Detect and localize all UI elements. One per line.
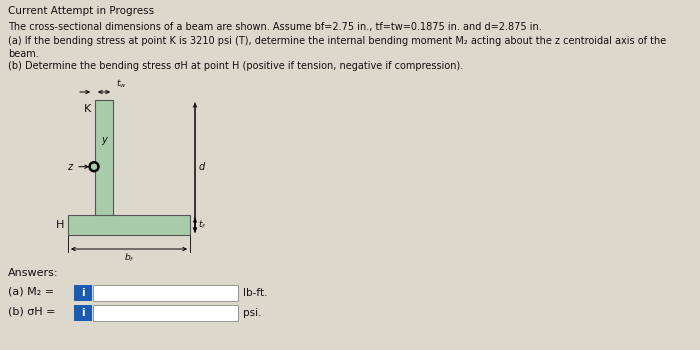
Text: $b_f$: $b_f$ [124,252,134,265]
Text: Answers:: Answers: [8,268,59,278]
Text: Current Attempt in Progress: Current Attempt in Progress [8,6,154,16]
Text: (b) Determine the bending stress σH at point H (positive if tension, negative if: (b) Determine the bending stress σH at p… [8,61,463,71]
Text: (b) σH =: (b) σH = [8,306,55,316]
Bar [95,100,113,215]
Bar [74,285,92,301]
Text: i: i [81,288,85,298]
Text: z: z [67,162,72,172]
Text: H: H [55,220,64,230]
Text: (a) If the bending stress at point K is 3210 psi (T), determine the internal ben: (a) If the bending stress at point K is … [8,36,666,46]
Bar [68,215,190,235]
Text: psi.: psi. [243,308,262,318]
Text: y: y [101,135,107,145]
Text: (a) M₂ =: (a) M₂ = [8,286,54,296]
Text: K: K [84,104,91,114]
Bar [93,285,238,301]
Text: $t_w$: $t_w$ [116,77,127,90]
Bar [74,305,92,321]
Circle shape [92,164,97,169]
Text: beam.: beam. [8,49,38,59]
Text: i: i [81,308,85,318]
Text: d: d [199,162,205,173]
Circle shape [89,162,99,172]
Text: $t_f$: $t_f$ [198,219,206,231]
Bar [93,305,238,321]
Text: lb-ft.: lb-ft. [243,288,267,298]
Text: The cross-sectional dimensions of a beam are shown. Assume bf=2.75 in., tf=tw=0.: The cross-sectional dimensions of a beam… [8,22,542,32]
